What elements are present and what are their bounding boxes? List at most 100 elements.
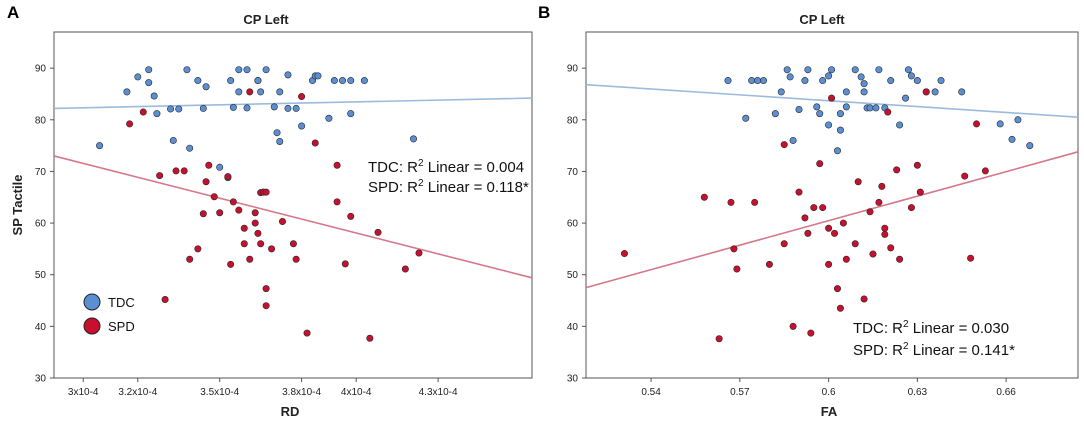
legend: TDC SPD [83, 293, 135, 335]
x-tick-label: 3.8x10-4 [282, 387, 321, 398]
point-spd [893, 166, 901, 174]
point-tdc [904, 66, 912, 74]
x-tick-label: 0.54 [641, 387, 661, 398]
point-spd [907, 204, 915, 212]
point-tdc [186, 144, 194, 152]
point-tdc [813, 103, 821, 111]
point-spd [401, 265, 409, 273]
point-tdc [771, 110, 779, 118]
point-tdc [202, 83, 210, 91]
point-spd [819, 204, 827, 212]
point-tdc [257, 88, 265, 96]
point-tdc [243, 66, 251, 74]
point-tdc [801, 77, 809, 85]
point-tdc [836, 110, 844, 118]
point-spd [268, 245, 276, 253]
point-spd [751, 198, 759, 206]
y-tick-label: 70 [35, 167, 47, 178]
point-spd [292, 255, 300, 263]
point-tdc [347, 110, 355, 118]
point-tdc [360, 77, 368, 85]
y-tick-label: 80 [567, 115, 579, 126]
x-tick-label: 0.66 [996, 387, 1016, 398]
legend-tdc-label: TDC [108, 295, 135, 310]
point-tdc [819, 77, 827, 85]
point-tdc [325, 114, 333, 122]
point-tdc [410, 135, 418, 143]
point-tdc [284, 71, 292, 79]
point-tdc [292, 104, 300, 112]
point-tdc [347, 77, 355, 85]
point-spd [700, 193, 708, 201]
point-spd [866, 208, 874, 216]
point-tdc [235, 66, 243, 74]
point-spd [967, 254, 975, 262]
point-tdc [825, 121, 833, 129]
x-tick-label: 3.5x10-4 [200, 387, 239, 398]
point-tdc [1014, 116, 1022, 124]
point-tdc [254, 77, 262, 85]
point-spd [884, 108, 892, 116]
point-tdc [194, 77, 202, 85]
panel-a: A CP Left SP Tactile RD 30 40 50 60 70 80 90 3… [7, 3, 533, 419]
point-spd [961, 172, 969, 180]
point-tdc [777, 88, 785, 96]
point-tdc [229, 103, 237, 111]
point-spd [881, 224, 889, 232]
point-tdc [896, 121, 904, 129]
x-tick-label: 0.57 [730, 387, 750, 398]
point-tdc [851, 66, 859, 74]
point-tdc [276, 88, 284, 96]
point-spd [839, 219, 847, 227]
point-spd [860, 295, 868, 303]
point-spd [202, 178, 210, 186]
panel-a-annotation-tdc: TDC: R2 Linear = 0.004 [368, 158, 524, 176]
point-spd [262, 285, 270, 293]
panel-b-xlabel: FA [821, 404, 838, 419]
panel-a-plot-frame [53, 31, 533, 379]
point-spd [251, 209, 259, 217]
point-spd [804, 229, 812, 237]
x-tick-label: 0.6 [822, 387, 836, 398]
panel-a-fit-lines [53, 97, 533, 279]
x-tick-label: 4.3x10-4 [419, 387, 458, 398]
point-tdc [96, 142, 104, 150]
point-spd [246, 88, 254, 96]
point-tdc [789, 136, 797, 144]
point-spd [836, 304, 844, 312]
point-spd [887, 244, 895, 252]
point-spd [205, 161, 213, 169]
point-spd [278, 218, 286, 226]
panel-a-y-ticks: 30 40 50 60 70 80 90 [35, 64, 54, 385]
point-spd [341, 260, 349, 268]
panel-a-label: A [7, 3, 19, 22]
point-spd [347, 212, 355, 220]
point-tdc [760, 77, 768, 85]
panel-a-xlabel: RD [281, 404, 300, 419]
x-tick-label: 3.2x10-4 [118, 387, 157, 398]
point-tdc [134, 73, 142, 81]
point-spd [816, 160, 824, 168]
point-spd [854, 178, 862, 186]
point-spd [186, 255, 194, 263]
point-tdc [783, 66, 791, 74]
point-tdc [145, 66, 153, 74]
point-tdc [183, 66, 191, 74]
point-spd [246, 255, 254, 263]
point-spd [139, 108, 147, 116]
point-spd [913, 161, 921, 169]
point-tdc [913, 77, 921, 85]
y-tick-label: 60 [567, 219, 579, 230]
point-spd [851, 240, 859, 248]
point-tdc [150, 92, 158, 100]
panel-b-annotation-tdc: TDC: R2 Linear = 0.030 [853, 319, 1009, 337]
point-tdc [866, 104, 874, 112]
fit-line-tdc [53, 97, 533, 110]
point-spd [780, 141, 788, 149]
point-spd [161, 296, 169, 304]
point-tdc [907, 72, 915, 80]
panel-a-ylabel: SP Tactile [10, 175, 25, 236]
point-spd [254, 229, 262, 237]
point-tdc [1008, 135, 1016, 143]
